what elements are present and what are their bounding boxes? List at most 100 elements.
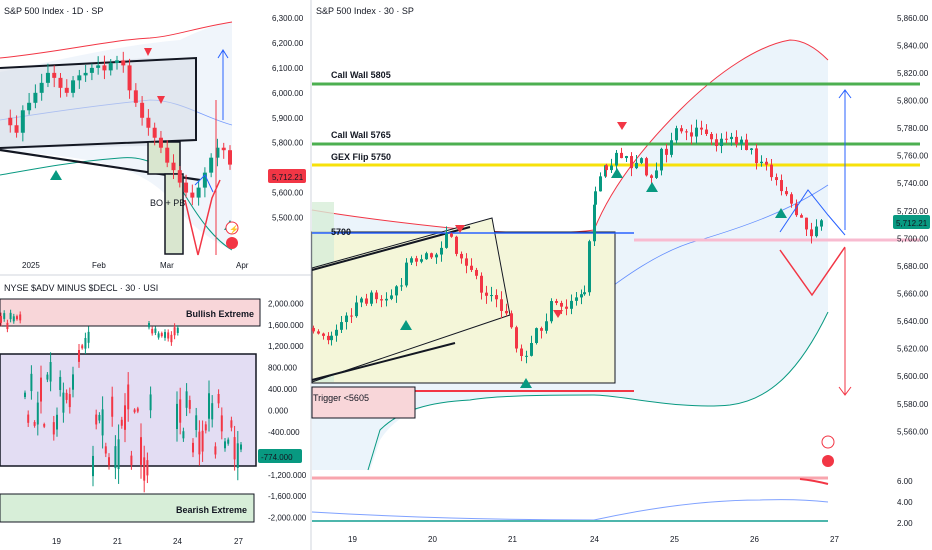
candle-body xyxy=(375,292,378,300)
bar-body xyxy=(240,444,242,450)
y-tick-label: 5,620.00 xyxy=(897,345,929,354)
bollinger-upper xyxy=(0,21,233,59)
candle-body xyxy=(645,158,648,176)
bar-body xyxy=(227,439,230,444)
x-tick-label: 21 xyxy=(113,537,122,546)
candle-body xyxy=(635,162,638,169)
candle-body xyxy=(445,233,448,248)
bar-body xyxy=(72,374,74,390)
candle-body xyxy=(690,132,693,137)
x-tick-label: 19 xyxy=(52,537,61,546)
candle-body xyxy=(121,60,126,66)
candle-body xyxy=(330,335,333,341)
candle-body xyxy=(400,285,403,287)
bar-body xyxy=(36,402,39,425)
bar-body xyxy=(56,414,58,430)
y-tick-label: -1,200.000 xyxy=(268,471,307,480)
daily-panel[interactable]: BO + PB S&P 500 Index · 1D · SP ⚡ 6,300.… xyxy=(0,6,306,270)
target-arrow-head xyxy=(217,49,229,59)
bar-body xyxy=(0,315,2,323)
breadth-badge-text: -774.000 xyxy=(261,453,293,462)
flag-icon[interactable] xyxy=(226,237,238,249)
candle-body xyxy=(800,215,803,218)
upside-arrow-head xyxy=(838,89,852,99)
candle-body xyxy=(630,156,633,169)
bar-body xyxy=(19,314,22,321)
candle-body xyxy=(550,301,553,322)
bar-body xyxy=(179,399,182,423)
candle-body xyxy=(625,156,628,159)
daily-x-axis: 2025 Feb Mar Apr xyxy=(22,261,249,270)
intraday-x-axis: 19 20 21 24 25 26 27 xyxy=(348,535,839,544)
candle-body xyxy=(435,254,438,258)
buy-signal xyxy=(50,170,62,180)
bar-body xyxy=(95,414,98,425)
x-tick-label: 27 xyxy=(234,537,243,546)
candle-body xyxy=(525,355,528,357)
candle-body xyxy=(380,299,383,301)
sell-signal xyxy=(617,122,627,130)
candle-body xyxy=(455,236,458,254)
bar-body xyxy=(201,430,204,452)
candle-body xyxy=(785,191,788,195)
x-tick-label: 21 xyxy=(508,535,517,544)
bar-body xyxy=(24,392,26,398)
candle-body xyxy=(390,295,393,299)
candle-body xyxy=(475,269,478,276)
breadth-y-axis: 2,000.000 1,600.000 1,200.000 800.000 400.00… xyxy=(268,299,307,522)
candle-body xyxy=(775,177,778,181)
candle-body xyxy=(735,136,738,145)
intraday-price-badge xyxy=(893,215,930,229)
downside-arrow-head xyxy=(838,386,852,396)
x-tick-label: 27 xyxy=(830,535,839,544)
daily-title: S&P 500 Index · 1D · SP xyxy=(4,6,103,16)
candle-body xyxy=(770,164,773,178)
candle-body xyxy=(146,117,151,128)
candle-body xyxy=(470,265,473,270)
x-tick-label: 26 xyxy=(750,535,759,544)
candle-body xyxy=(730,136,733,140)
candle-body xyxy=(583,292,586,295)
candle-body xyxy=(510,313,513,328)
candle-body xyxy=(8,117,13,126)
candle-body xyxy=(327,335,330,341)
candle-body xyxy=(680,128,683,132)
indicator-red-tail xyxy=(799,478,829,485)
candle-body xyxy=(660,148,663,171)
flag-icon[interactable] xyxy=(822,455,834,467)
candle-body xyxy=(430,253,433,258)
x-tick-label: Mar xyxy=(160,261,174,270)
candle-body xyxy=(33,92,38,103)
candle-body xyxy=(27,102,32,111)
bar-body xyxy=(16,316,18,320)
bar-body xyxy=(176,327,179,333)
candle-body xyxy=(127,65,132,91)
candle-body xyxy=(215,147,220,158)
candle-body xyxy=(575,297,578,301)
candle-body xyxy=(152,127,157,138)
bar-body xyxy=(12,316,15,322)
y-tick-label: 5,800.00 xyxy=(897,96,929,105)
bar-body xyxy=(143,457,146,481)
breadth-panel[interactable]: NYSE $ADV MINUS $DECL · 30 · USI Bullish… xyxy=(0,283,307,546)
candle-body xyxy=(140,102,145,118)
y-tick-label: -400.000 xyxy=(268,428,300,437)
y-tick-label: 5,840.00 xyxy=(897,41,929,50)
event-icon[interactable] xyxy=(225,221,239,235)
bar-body xyxy=(151,328,154,334)
candle-body xyxy=(700,127,703,130)
candle-body xyxy=(605,165,608,171)
bar-body xyxy=(224,441,226,449)
y-tick-label: 5,720.00 xyxy=(897,207,929,216)
intraday-panel[interactable]: S&P 500 Index · 30 · SP Call Wall 5805 C… xyxy=(311,6,930,544)
lightning-icon[interactable] xyxy=(821,435,835,449)
bar-body xyxy=(211,403,214,420)
bb-upper xyxy=(311,39,829,234)
bullish-extreme-zone xyxy=(0,298,261,327)
blue-zigzag xyxy=(779,189,846,236)
candle-body xyxy=(177,170,182,183)
candle-body xyxy=(755,148,758,164)
breadth-x-axis: 19 21 24 27 xyxy=(52,537,243,546)
bar-body xyxy=(101,409,104,436)
